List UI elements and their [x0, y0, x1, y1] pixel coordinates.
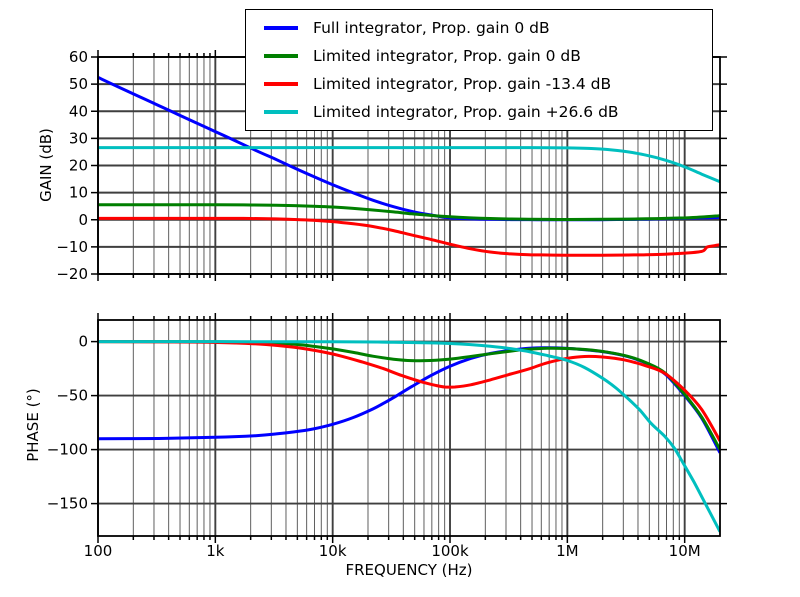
- y-tick-label: −100: [47, 441, 88, 459]
- y-tick-label: 10: [69, 184, 88, 202]
- x-tick-label: 1k: [206, 542, 225, 560]
- curves: [98, 340, 720, 533]
- legend-label: Limited integrator, Prop. gain 0 dB: [313, 47, 581, 65]
- legend-line-blue-icon: [264, 26, 298, 30]
- x-tick-label: 100: [84, 542, 113, 560]
- y-tick-label: −20: [56, 265, 88, 283]
- curve-limited-integrator-prop-gain-0-db: [98, 203, 720, 222]
- x-tick-label: 10M: [669, 542, 701, 560]
- y-tick-label: 0: [78, 211, 88, 229]
- legend-line-red-icon: [264, 82, 298, 86]
- x-tick-label: 10k: [319, 542, 347, 560]
- curve-full-integrator-prop-gain-0-db: [98, 346, 720, 454]
- curve-limited-integrator-prop-gain-26-6-db: [98, 340, 720, 533]
- curve-limited-integrator-prop-gain-26-6-db: [98, 146, 720, 184]
- curve-limited-integrator-prop-gain-0-db: [98, 340, 720, 451]
- y-tick-label: 40: [69, 102, 88, 120]
- legend: Full integrator, Prop. gain 0 dB Limited…: [245, 9, 713, 131]
- gain-axis-title: GAIN (dB): [37, 128, 55, 202]
- x-tick-label: 1M: [556, 542, 579, 560]
- legend-entry: Limited integrator, Prop. gain -13.4 dB: [256, 75, 702, 93]
- phase-axis-title: PHASE (°): [24, 388, 42, 462]
- legend-line-green-icon: [264, 54, 298, 58]
- y-tick-label: 0: [78, 333, 88, 351]
- legend-line-cyan-icon: [264, 110, 298, 114]
- phase-plot: 0 −50 −100 −150 100 1k 10k 100k 1M 10M: [47, 313, 727, 560]
- curve-limited-integrator-prop-gain-13-4-db: [98, 340, 720, 442]
- legend-entry: Limited integrator, Prop. gain 0 dB: [256, 47, 702, 65]
- legend-label: Full integrator, Prop. gain 0 dB: [313, 19, 550, 37]
- x-tick-label: 100k: [431, 542, 469, 560]
- legend-entry: Limited integrator, Prop. gain +26.6 dB: [256, 103, 702, 121]
- y-tick-label: −50: [56, 387, 88, 405]
- y-tick-label: 20: [69, 157, 88, 175]
- curve-limited-integrator-prop-gain-13-4-db: [98, 216, 720, 257]
- y-tick-label: −150: [47, 495, 88, 513]
- legend-entry: Full integrator, Prop. gain 0 dB: [256, 19, 702, 37]
- curves: [98, 75, 720, 257]
- frequency-axis-title: FREQUENCY (Hz): [345, 561, 473, 579]
- y-tick-label: 30: [69, 129, 88, 147]
- legend-label: Limited integrator, Prop. gain -13.4 dB: [313, 75, 612, 93]
- legend-label: Limited integrator, Prop. gain +26.6 dB: [313, 103, 619, 121]
- y-tick-label: 60: [69, 48, 88, 66]
- y-tick-label: 50: [69, 75, 88, 93]
- y-tick-label: −10: [56, 238, 88, 256]
